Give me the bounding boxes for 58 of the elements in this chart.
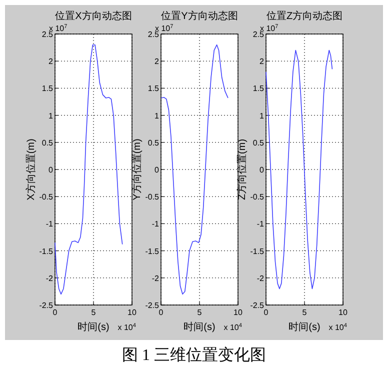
chart-title: 位置X方向动态图 <box>55 10 132 22</box>
y-axis-title: X方向位置(m) <box>25 138 37 200</box>
x-tick-label: 5 <box>91 308 96 317</box>
y-tick-label: -2.5 <box>250 301 265 310</box>
y-tick-label: 2.5 <box>148 30 160 39</box>
x-axis-title: 时间(s) <box>78 321 110 333</box>
y-axis-title: Z方向位置(m) <box>236 138 248 200</box>
y-tick-label: -2 <box>46 274 54 283</box>
y-tick-label: 2.5 <box>42 30 54 39</box>
x-axis-title: 时间(s) <box>288 321 320 333</box>
y-tick-label: 2.5 <box>252 30 265 39</box>
y-tick-label: -1.5 <box>250 246 265 256</box>
y-tick-label: -2 <box>256 274 265 283</box>
text: x 10$^{4}$ <box>224 323 242 332</box>
y-tick-label: -0.5 <box>39 192 54 202</box>
x-tick-label: 10 <box>338 308 348 317</box>
text: x 10$^{4}$ <box>118 323 136 332</box>
y-tick-label: -1 <box>256 220 265 229</box>
x-tick-label: 5 <box>302 308 308 317</box>
x-axis-title: 时间(s) <box>184 321 216 333</box>
y-tick-label: 2 <box>154 57 160 66</box>
y-tick-label: 1 <box>260 111 265 120</box>
y-tick-label: 1 <box>48 111 54 120</box>
line-series <box>266 50 333 290</box>
y-tick-label: -0.5 <box>145 192 160 202</box>
y-tick-label: 1.5 <box>148 84 160 94</box>
y-tick-label: -1 <box>152 220 160 229</box>
x-tick-label: 10 <box>234 308 243 317</box>
y-tick-label: 0 <box>260 166 265 174</box>
text: x 10$^{7}$ <box>49 24 68 33</box>
caption: 图 1 三维位置变化图 <box>122 346 266 364</box>
y-axis-title: Y方向位置(m) <box>131 138 143 200</box>
y-tick-label: 0.5 <box>148 138 160 148</box>
y-tick-label: 0.5 <box>252 138 265 148</box>
y-tick-label: -1.5 <box>145 246 160 256</box>
line-series <box>54 44 123 295</box>
y-tick-label: -2.5 <box>39 301 54 310</box>
chart-title: 位置Z方向动态图 <box>266 10 343 22</box>
y-tick-label: 1 <box>154 111 160 120</box>
x-tick-label: 10 <box>128 308 137 317</box>
x-tick-label: 5 <box>197 308 202 317</box>
y-tick-label: 2 <box>260 57 265 66</box>
y-tick-label: 0 <box>48 166 54 174</box>
text: x 10$^{4}$ <box>328 323 347 332</box>
y-tick-label: 0 <box>154 166 160 174</box>
y-tick-label: 1.5 <box>42 84 54 94</box>
y-tick-label: 0.5 <box>42 138 54 148</box>
y-tick-label: -1.5 <box>39 246 54 256</box>
y-tick-label: 1.5 <box>252 84 265 94</box>
y-tick-label: -1 <box>46 220 54 229</box>
chart-title: 位置Y方向动态图 <box>161 10 238 22</box>
y-tick-label: -2 <box>152 274 160 283</box>
text: x 10$^{7}$ <box>260 24 278 33</box>
y-tick-label: -0.5 <box>250 192 265 202</box>
text: x 10$^{7}$ <box>155 24 174 33</box>
y-tick-label: -2.5 <box>145 301 160 310</box>
y-tick-label: 2 <box>48 57 54 66</box>
line-series <box>160 44 228 295</box>
